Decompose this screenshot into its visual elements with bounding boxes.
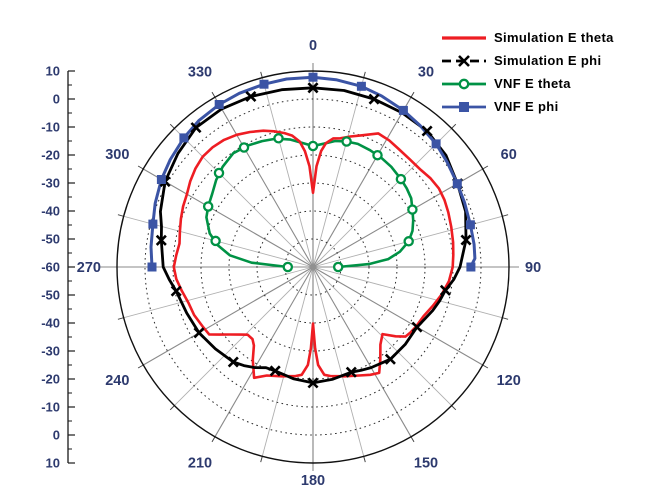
radial-tick-label: -50 xyxy=(41,232,60,247)
legend-item: Simulation E phi xyxy=(441,49,614,72)
angle-label-330: 330 xyxy=(188,64,212,80)
radial-tick-label: -30 xyxy=(41,176,60,191)
angle-label-240: 240 xyxy=(105,373,129,389)
series-sim-etheta xyxy=(172,129,455,380)
radial-tick-label: -30 xyxy=(41,344,60,359)
legend-label: VNF E theta xyxy=(494,76,571,91)
radial-tick-label: 10 xyxy=(46,456,60,471)
series-vnf-etheta xyxy=(205,137,415,269)
radial-tick-label: -10 xyxy=(41,120,60,135)
angle-labels: 0 30 60 90 120 150 180 210 240 270 300 330 xyxy=(77,38,541,489)
series-vnf-ephi-markers xyxy=(147,72,476,272)
legend-item: Simulation E theta xyxy=(441,26,614,49)
angle-label-210: 210 xyxy=(188,456,212,472)
center-dot xyxy=(310,264,316,270)
angle-label-270: 270 xyxy=(77,260,101,276)
angle-label-60: 60 xyxy=(501,147,517,163)
radial-tick-label: 10 xyxy=(46,64,60,79)
radial-tick-label: 0 xyxy=(53,92,60,107)
radial-tick-label: -10 xyxy=(41,400,60,415)
radial-tick-label: -40 xyxy=(41,204,60,219)
radial-tick-label: -40 xyxy=(41,316,60,331)
legend-marker-sim-etheta xyxy=(442,35,486,40)
legend-marker-sim-ephi xyxy=(442,54,486,67)
legend-marker-vnf-etheta xyxy=(442,78,486,89)
legend-label: VNF E phi xyxy=(494,99,559,114)
radial-axis: 10 0 -10 -20 -30 -40 -50 -60 -50 -40 -30 -20 -10 0 10 xyxy=(41,64,75,471)
legend-item: VNF E phi xyxy=(441,95,614,118)
series-vnf-ephi xyxy=(149,75,477,269)
legend-marker-vnf-ephi xyxy=(442,101,486,112)
legend: Simulation E theta Simulation E phi VNF … xyxy=(441,26,614,118)
radial-tick-label: 0 xyxy=(53,428,60,443)
radial-tick-label: -20 xyxy=(41,148,60,163)
radial-tick-label: -60 xyxy=(41,260,60,275)
radial-tick-label: -20 xyxy=(41,372,60,387)
angle-label-90: 90 xyxy=(525,260,541,276)
legend-label: Simulation E theta xyxy=(494,30,614,45)
angle-label-120: 120 xyxy=(497,373,521,389)
radial-tick-label: -50 xyxy=(41,288,60,303)
angle-label-150: 150 xyxy=(414,456,438,472)
legend-item: VNF E theta xyxy=(441,72,614,95)
legend-label: Simulation E phi xyxy=(494,53,602,68)
angle-label-30: 30 xyxy=(418,64,434,80)
angle-label-300: 300 xyxy=(105,147,129,163)
angle-label-180: 180 xyxy=(301,473,325,489)
series-vnf-etheta-markers xyxy=(202,133,418,273)
angle-label-0: 0 xyxy=(309,38,317,54)
